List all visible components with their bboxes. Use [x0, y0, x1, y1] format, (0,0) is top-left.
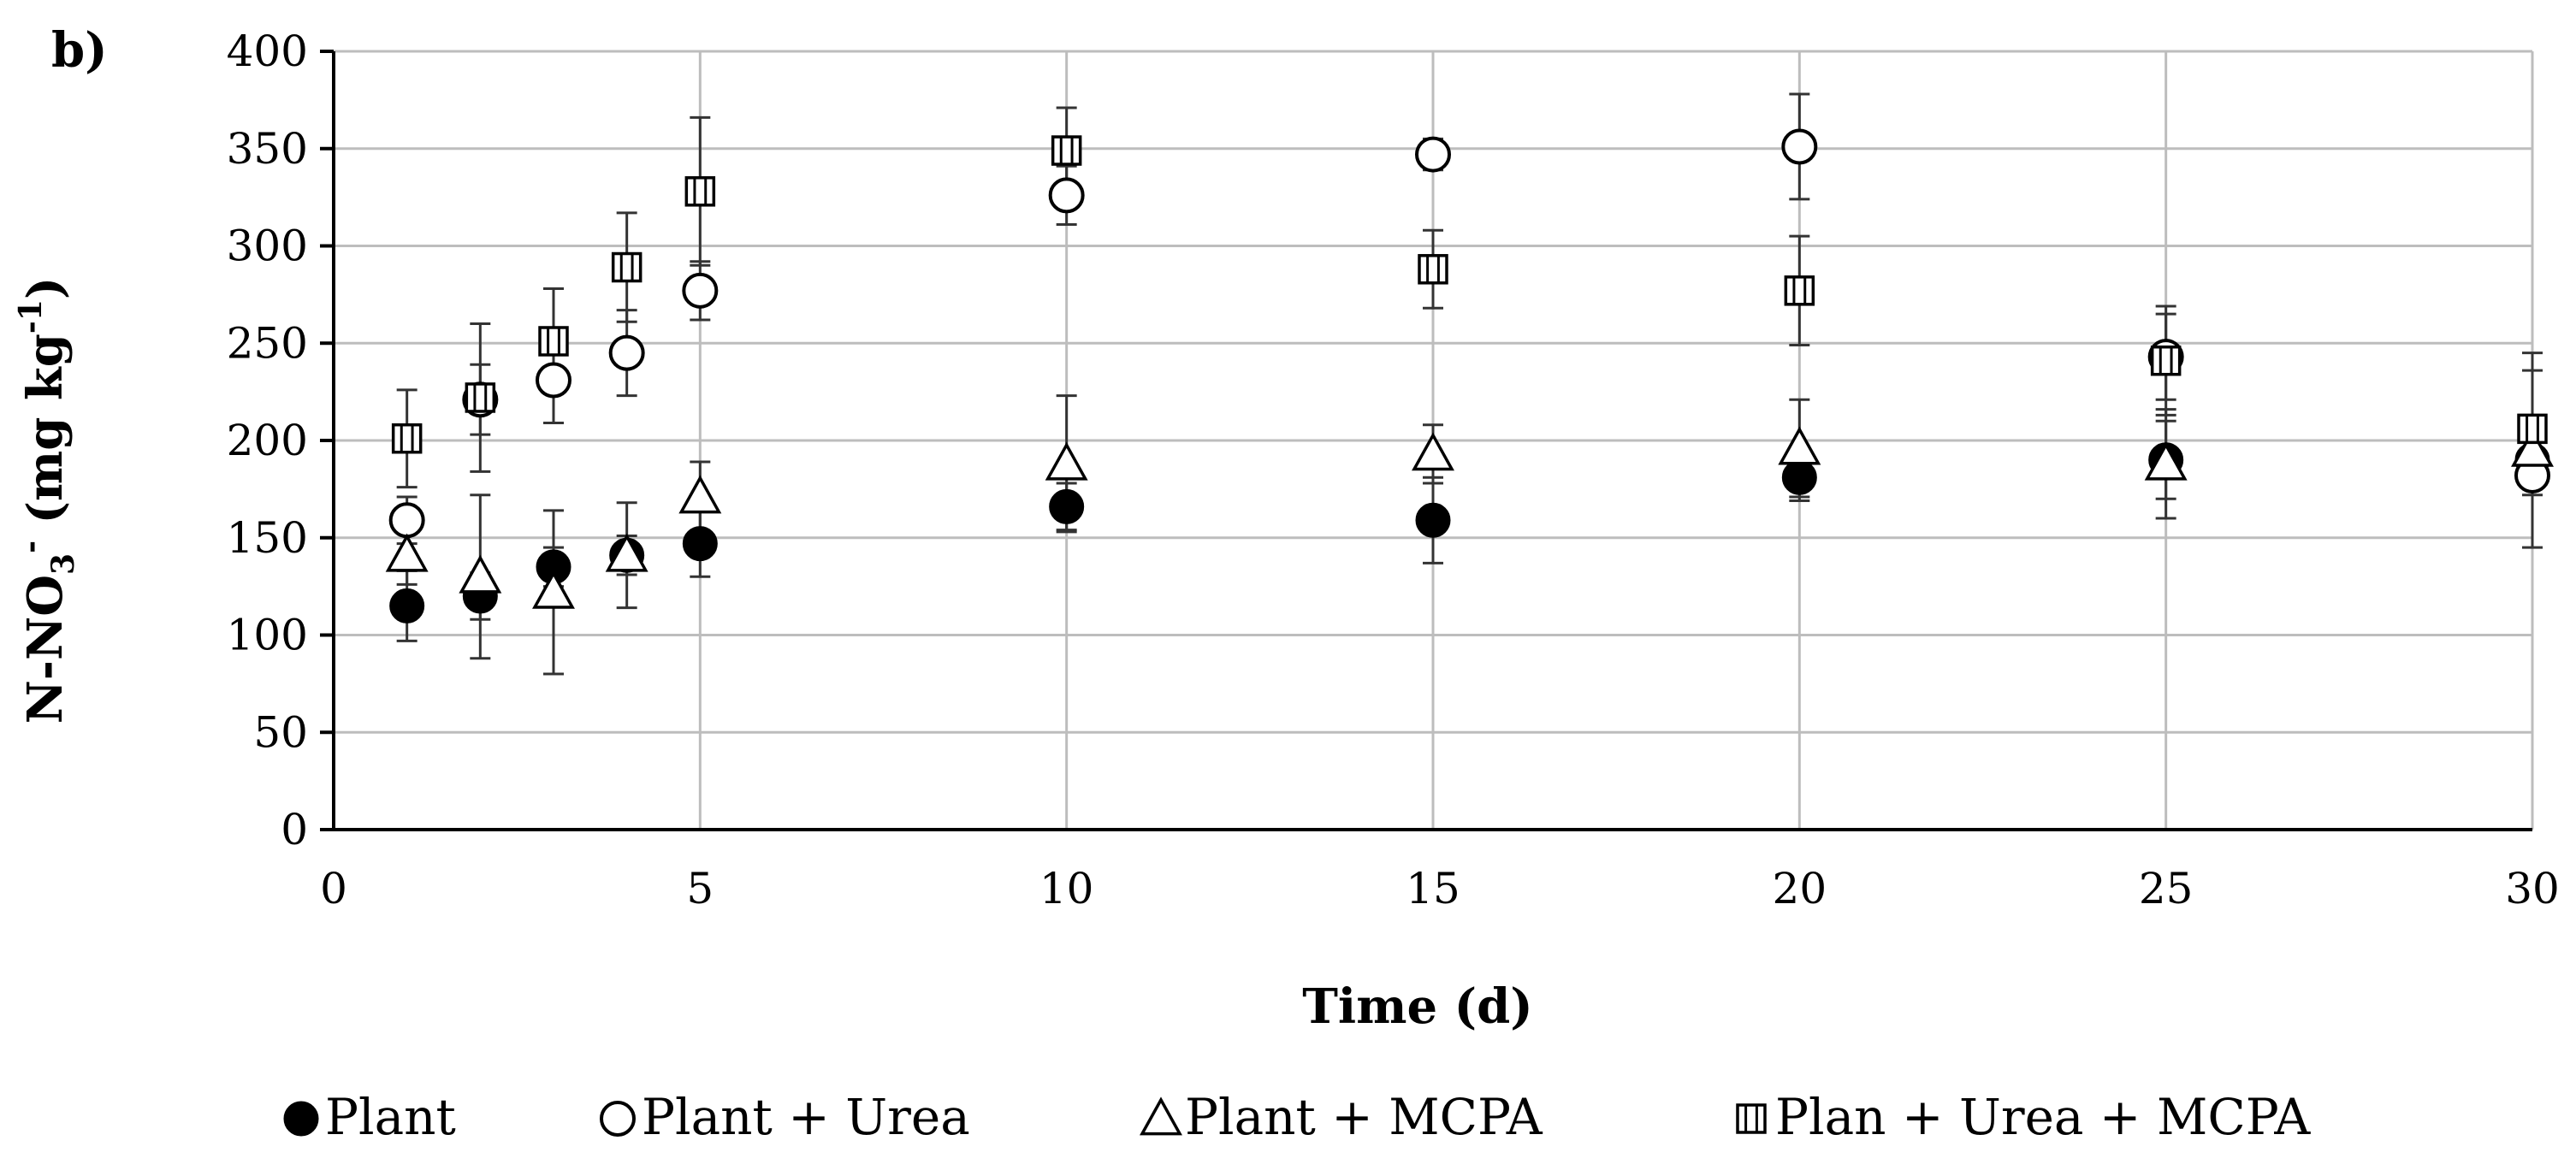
x-tick-label: 5: [686, 864, 714, 913]
data-point: [459, 554, 502, 594]
legend-marker: [283, 1101, 319, 1137]
x-tick-label: 15: [1406, 864, 1460, 913]
legend-label: Plant: [325, 1088, 456, 1146]
data-point: [538, 326, 569, 357]
x-tick-label: 20: [1773, 864, 1827, 913]
y-axis-title-part: ): [17, 277, 74, 300]
legend-label: Plan + Urea + MCPA: [1775, 1088, 2311, 1146]
legend-marker: [600, 1101, 636, 1137]
data-point: [1415, 136, 1451, 173]
data-point: [532, 570, 575, 609]
y-tick-label: 150: [227, 513, 308, 563]
data-point: [1048, 177, 1085, 214]
data-point: [1778, 426, 1821, 465]
y-axis-title-sub: 3: [45, 553, 81, 575]
y-axis-title-part: N-NO: [17, 575, 74, 724]
data-point: [1781, 128, 1818, 165]
x-tick-label: 25: [2139, 864, 2194, 913]
data-point: [2144, 441, 2188, 481]
data-point: [1412, 432, 1454, 471]
data-point: [605, 533, 648, 572]
y-axis-title-sup: -1: [13, 299, 49, 334]
legend-label: Plant + MCPA: [1185, 1088, 1543, 1146]
y-axis-title: N-NO3- (mg kg-1): [13, 277, 81, 724]
y-tick-label: 50: [253, 707, 308, 757]
data-point: [2517, 413, 2548, 445]
legend-label: Plant + Urea: [642, 1088, 970, 1146]
y-tick-label: 400: [227, 27, 308, 76]
data-point: [1418, 254, 1448, 285]
data-point: [1051, 135, 1082, 166]
data-point: [391, 423, 423, 454]
x-tick-label: 0: [320, 864, 347, 913]
panel-label: b): [51, 22, 108, 79]
data-point: [536, 362, 571, 399]
data-point: [2511, 428, 2554, 467]
legend-marker: [1736, 1103, 1767, 1134]
y-tick-label: 250: [227, 318, 308, 368]
data-markers: [385, 128, 2554, 623]
legend-item: Plant: [283, 1088, 456, 1146]
data-point: [385, 533, 429, 572]
data-point: [1415, 502, 1451, 538]
y-axis-title-part: (mg kg: [17, 334, 74, 541]
y-tick-label: 350: [227, 124, 308, 174]
legend: Plant Plant + Urea Plant + MCPA Plan + Urea…: [283, 1088, 2311, 1146]
data-point: [465, 382, 496, 413]
data-point: [1049, 488, 1085, 524]
x-axis-title: Time (d): [1302, 978, 1532, 1035]
data-point: [2150, 345, 2182, 376]
data-point: [678, 475, 722, 514]
x-tick-label: 10: [1039, 864, 1094, 913]
data-point: [684, 176, 716, 207]
data-point: [1781, 459, 1817, 495]
x-tick-label: 30: [2505, 864, 2560, 913]
data-point: [682, 272, 719, 309]
legend-marker: [1140, 1096, 1182, 1136]
data-point: [682, 526, 718, 562]
tick-labels: 0 50 100 150 200 250 300 350 400 0 5 10 15 20 25 30: [227, 27, 2560, 913]
y-tick-label: 300: [227, 222, 308, 271]
data-point: [388, 502, 425, 539]
legend-item: Plant + Urea: [600, 1088, 970, 1146]
data-point: [389, 588, 425, 623]
error-bars: [396, 92, 2543, 676]
legend-item: Plant + MCPA: [1140, 1088, 1543, 1146]
data-point: [1045, 441, 1088, 481]
data-point: [1784, 275, 1815, 306]
axes: [320, 50, 2532, 831]
legend-item: Plan + Urea + MCPA: [1736, 1088, 2311, 1146]
y-axis-title-sup: -: [13, 541, 49, 553]
y-tick-label: 100: [227, 611, 308, 660]
data-point: [608, 334, 645, 371]
y-tick-label: 0: [281, 805, 308, 854]
y-tick-label: 200: [227, 416, 308, 465]
data-point: [611, 251, 643, 283]
